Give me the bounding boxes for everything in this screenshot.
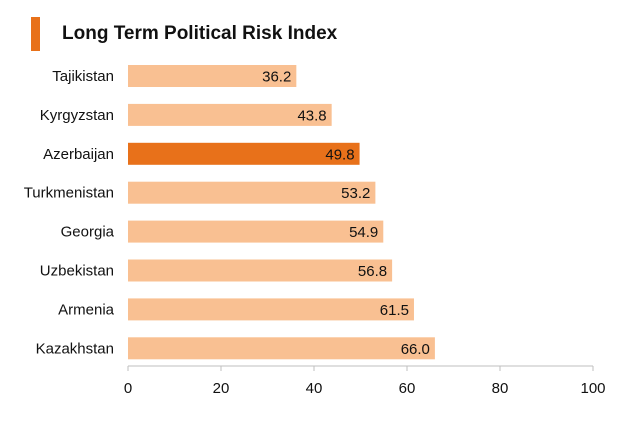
category-label: Tajikistan — [52, 68, 114, 85]
value-label: 43.8 — [297, 107, 326, 124]
chart-title: Long Term Political Risk Index — [62, 23, 338, 44]
value-label: 53.2 — [341, 185, 370, 202]
category-label: Georgia — [61, 224, 115, 241]
value-label: 61.5 — [380, 302, 409, 319]
bar — [128, 65, 297, 87]
value-label: 56.8 — [358, 263, 387, 280]
category-label: Kyrgyzstan — [40, 107, 114, 124]
value-label: 54.9 — [349, 224, 378, 241]
x-tick-label: 100 — [580, 380, 605, 397]
bar — [128, 142, 360, 165]
x-tick-label: 80 — [492, 380, 509, 397]
bar — [128, 298, 414, 321]
bars-group: Tajikistan 36.2 Kyrgyzstan 43.8 Azerbaijan 49… — [24, 65, 435, 360]
category-label: Turkmenistan — [24, 185, 114, 202]
value-label: 36.2 — [262, 69, 291, 86]
category-label: Uzbekistan — [40, 263, 114, 280]
x-axis: 0 20 40 60 80 100 — [124, 365, 606, 397]
x-tick-label: 60 — [399, 380, 416, 397]
title-accent-bar — [31, 17, 40, 51]
x-tick-label: 0 — [124, 380, 132, 397]
bar — [128, 220, 384, 243]
bar — [128, 103, 332, 126]
bar — [128, 259, 393, 282]
category-label: Armenia — [58, 301, 115, 318]
chart-header: Long Term Political Risk Index — [31, 17, 337, 51]
x-tick-label: 40 — [306, 380, 323, 397]
bar — [128, 181, 376, 204]
bar — [128, 337, 435, 360]
value-label: 66.0 — [401, 341, 430, 358]
value-label: 49.8 — [325, 146, 354, 163]
category-label: Kazakhstan — [36, 340, 114, 357]
x-tick-label: 20 — [213, 380, 230, 397]
category-label: Azerbaijan — [43, 146, 114, 163]
